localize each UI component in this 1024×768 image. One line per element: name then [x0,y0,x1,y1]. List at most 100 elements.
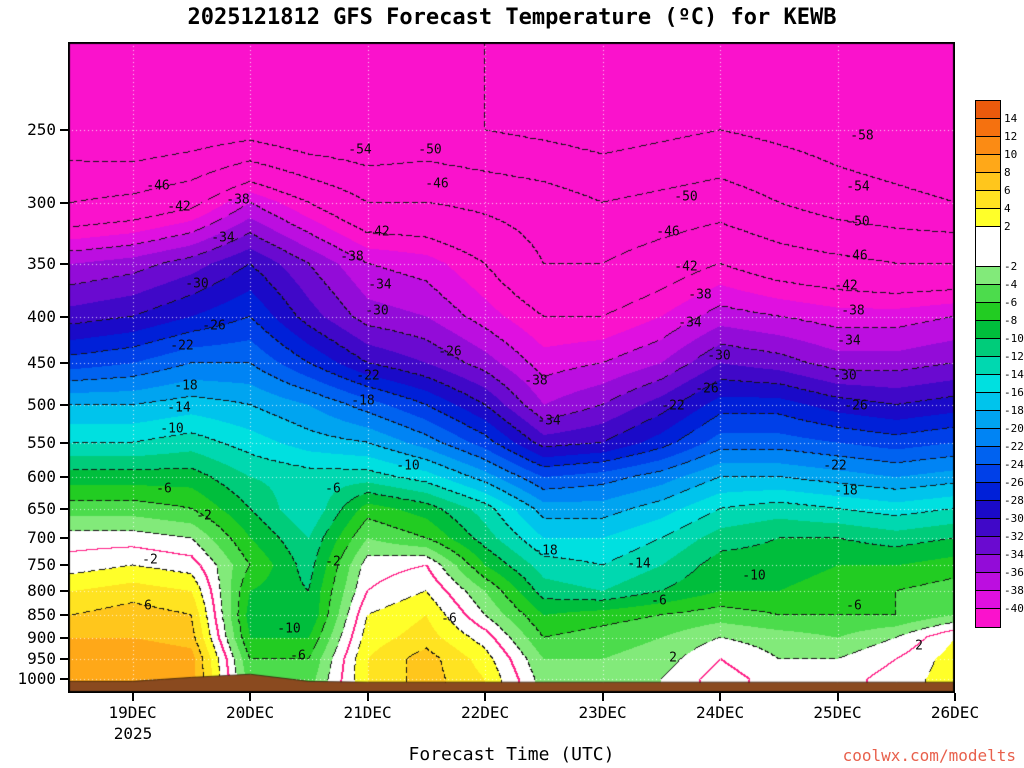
colorbar-segment [976,155,1000,173]
pressure-tick-label: 400 [27,306,56,326]
colorbar-segment [976,285,1000,303]
pressure-tick-mark [60,636,68,639]
colorbar-segment [976,411,1000,429]
pressure-tick-mark [60,564,68,567]
pressure-tick-label: 1000 [17,669,56,689]
pressure-tick-mark [60,614,68,616]
colorbar-tick-label: -4 [1004,278,1018,291]
colorbar-segment [976,173,1000,191]
colorbar-segment [976,227,1000,267]
colorbar-segment [976,321,1000,339]
pressure-tick-mark [60,441,68,444]
pressure-tick-label: 450 [27,353,56,373]
colorbar-tick-label: 12 [1004,130,1018,143]
colorbar-segment [976,447,1000,465]
colorbar-tick-label: -14 [1004,368,1024,381]
time-tick-mark [836,693,839,701]
colorbar-tick-label: -24 [1004,458,1024,471]
pressure-tick-label: 600 [27,467,56,487]
colorbar-segment [976,609,1000,627]
colorbar-tick-label: 6 [1004,184,1011,197]
pressure-tick-mark [60,362,68,365]
pressure-tick-label: 750 [27,555,56,575]
pressure-tick-mark [60,129,68,132]
time-tick-mark [249,693,252,701]
colorbar-segment [976,209,1000,227]
colorbar-tick-label: -28 [1004,494,1024,507]
colorbar-segment [976,429,1000,447]
colorbar-segment [976,191,1000,209]
colorbar-tick-label: -38 [1004,584,1024,597]
time-tick-mark [719,693,722,701]
colorbar-tick-label: -8 [1004,314,1018,327]
colorbar-segment [976,119,1000,137]
pressure-tick-mark [60,678,68,681]
time-tick-mark [484,693,487,701]
pressure-tick-mark [60,403,68,406]
colorbar-segment [976,591,1000,609]
pressure-tick-mark [60,590,68,592]
colorbar-tick-label: -12 [1004,350,1024,363]
time-tick-label: 21DEC [343,703,392,722]
colorbar-tick-label: -16 [1004,386,1024,399]
colorbar-tick-label: -40 [1004,602,1024,615]
colorbar-tick-label: -32 [1004,530,1024,543]
colorbar-segment [976,501,1000,519]
time-tick-label: 20DEC [226,703,275,722]
time-tick-mark [954,693,956,701]
time-tick-mark [601,693,604,701]
colorbar-tick-label: 2 [1004,220,1011,233]
colorbar-tick-label: -22 [1004,440,1024,453]
pressure-tick-label: 300 [27,192,56,212]
pressure-tick-label: 700 [27,528,56,548]
pressure-tick-label: 900 [27,627,56,647]
colorbar-segment [976,393,1000,411]
colorbar-segment [976,375,1000,393]
pressure-tick-label: 650 [27,498,56,518]
time-tick-mark [366,693,369,701]
time-tick-label: 24DEC [695,703,745,722]
pressure-tick-label: 950 [27,649,56,669]
colorbar-segment [976,339,1000,357]
colorbar-segment [976,483,1000,501]
colorbar-segment [976,519,1000,537]
colorbar-segment [976,303,1000,321]
colorbar-segment [976,357,1000,375]
colorbar-tick-label: -26 [1004,476,1024,489]
pressure-tick-mark [60,476,68,479]
time-tick-mark [131,693,134,701]
colorbar-tick-label: -10 [1004,332,1024,345]
colorbar-segment [976,555,1000,573]
pressure-tick-mark [60,537,68,540]
colorbar-tick-label: -36 [1004,566,1024,579]
colorbar-tick-label: -30 [1004,512,1024,525]
time-tick-label: 19DEC [108,703,157,722]
pressure-tick-label: 250 [27,120,56,140]
colorbar-segment [976,465,1000,483]
x-axis-title: Forecast Time (UTC) [408,744,615,765]
pressure-tick-mark [60,201,68,204]
colorbar-segment [976,267,1000,285]
colorbar-tick-label: 8 [1004,166,1011,179]
colorbar [975,100,1001,628]
time-tick-label: 26DEC [930,703,980,722]
pressure-tick-label: 850 [27,605,56,624]
time-tick-label: 22DEC [460,703,510,722]
colorbar-tick-label: -18 [1004,404,1024,417]
colorbar-segment [976,573,1000,591]
pressure-tick-label: 500 [27,394,56,414]
colorbar-segment [976,137,1000,155]
colorbar-tick-label: -6 [1004,296,1018,309]
pressure-tick-label: 800 [27,581,56,600]
colorbar-tick-label: -34 [1004,548,1024,561]
chart-title: 2025121812 GFS Forecast Temperature (ºC)… [187,5,837,30]
pressure-tick-label: 550 [27,432,56,452]
colorbar-tick-label: 4 [1004,202,1011,215]
pressure-tick-mark [60,507,68,510]
pressure-tick-mark [60,315,68,318]
pressure-tick-label: 350 [27,253,56,273]
watermark: coolwx.com/modelts [842,746,1016,765]
year-label: 2025 [113,724,153,743]
pressure-tick-mark [60,658,68,661]
